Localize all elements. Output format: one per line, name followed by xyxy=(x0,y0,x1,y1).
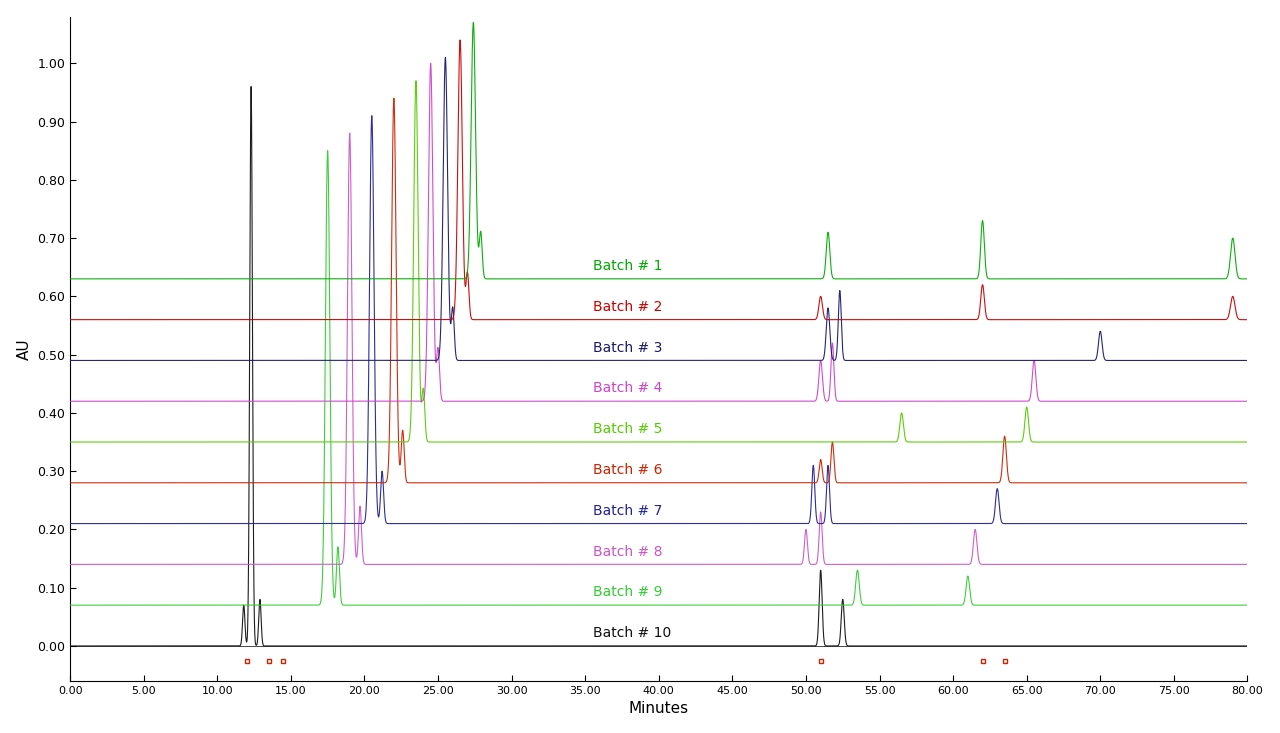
Text: Batch # 3: Batch # 3 xyxy=(593,341,662,355)
Text: Batch # 5: Batch # 5 xyxy=(593,422,662,436)
Text: Batch # 8: Batch # 8 xyxy=(593,545,662,559)
Text: Batch # 1: Batch # 1 xyxy=(593,259,662,273)
Y-axis label: AU: AU xyxy=(17,338,32,360)
Text: Batch # 7: Batch # 7 xyxy=(593,504,662,517)
Text: Batch # 4: Batch # 4 xyxy=(593,381,662,395)
Text: Batch # 10: Batch # 10 xyxy=(593,626,671,640)
X-axis label: Minutes: Minutes xyxy=(628,701,689,716)
Text: Batch # 6: Batch # 6 xyxy=(593,463,662,477)
Text: Batch # 2: Batch # 2 xyxy=(593,300,662,314)
Text: Batch # 9: Batch # 9 xyxy=(593,586,662,600)
